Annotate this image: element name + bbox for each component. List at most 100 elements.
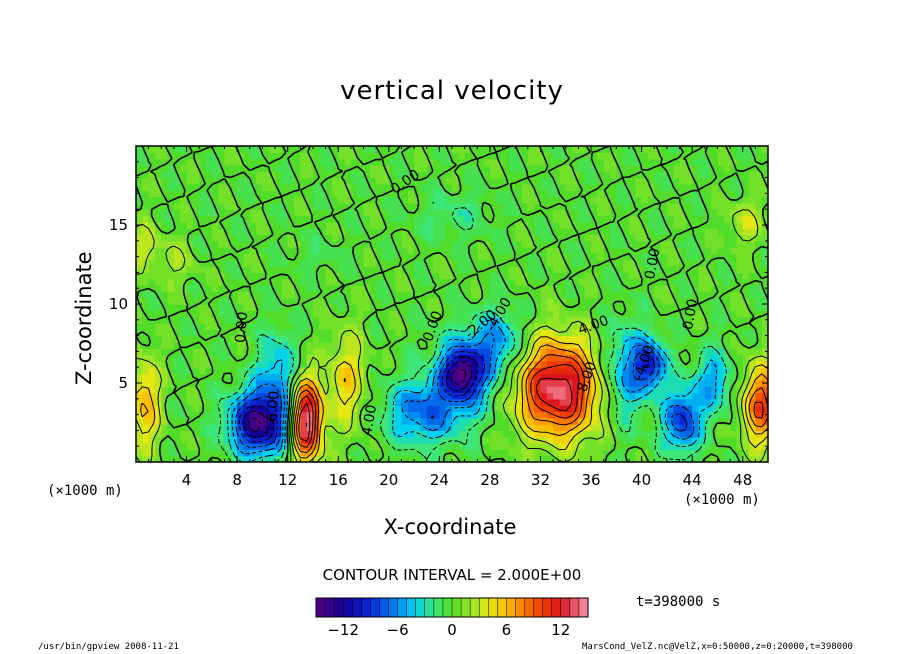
heatmap-cell [445,253,453,261]
heatmap-cell [717,304,725,311]
heatmap-cell [761,424,768,431]
heatmap-cell [489,285,497,292]
heatmap-cell [534,354,542,362]
heatmap-cell [249,341,257,349]
heatmap-cell [154,405,162,413]
heatmap-cell [749,171,756,179]
heatmap-cell [294,253,301,261]
heatmap-cell [679,158,687,166]
heatmap-cell [508,209,516,217]
heatmap-cell [426,424,434,431]
heatmap-cell [711,146,719,153]
heatmap-cell [508,398,516,406]
heatmap-cell [338,379,346,387]
heatmap-cell [584,177,592,185]
heatmap-cell [338,411,346,419]
heatmap-cell [660,341,668,349]
heatmap-cell [281,354,289,362]
heatmap-cell [698,215,706,223]
heatmap-cell [635,171,643,179]
heatmap-cell [654,171,662,179]
heatmap-cell [464,209,472,217]
heatmap-cell [616,341,624,349]
heatmap-cell [180,443,188,450]
heatmap-cell [546,215,554,223]
heatmap-cell [420,392,428,400]
heatmap-cell [673,221,681,229]
heatmap-cell [749,335,756,343]
heatmap-cell [445,152,453,160]
heatmap-cell [470,430,478,438]
heatmap-cell [496,240,504,248]
heatmap-cell [167,335,175,343]
heatmap-cell [660,152,668,160]
heatmap-cell [736,373,744,381]
heatmap-cell [610,379,617,387]
heatmap-cell [515,398,523,406]
heatmap-cell [559,430,567,438]
heatmap-cell [243,247,251,255]
heatmap-cell [433,449,440,457]
heatmap-cell [338,240,346,248]
heatmap-cell [464,360,472,368]
heatmap-cell [331,436,339,444]
heatmap-cell [711,304,719,311]
heatmap-cell [647,259,655,267]
heatmap-cell [205,152,213,160]
heatmap-cell [540,234,548,242]
heatmap-cell [319,266,327,273]
heatmap-cell [736,430,744,438]
heatmap-cell [565,190,573,198]
heatmap-cell [312,373,320,381]
heatmap-cell [275,209,282,217]
heatmap-cell [717,417,725,425]
heatmap-cell [540,146,548,153]
heatmap-cell [186,171,194,179]
heatmap-cell [736,348,744,356]
heatmap-cell [237,221,245,229]
heatmap-cell [470,335,478,343]
heatmap-cell [749,297,756,305]
heatmap-cell [161,449,169,457]
heatmap-cell [496,297,504,305]
heatmap-cell [344,386,352,394]
heatmap-cell [591,146,598,153]
heatmap-cell [635,291,643,299]
heatmap-cell [641,291,649,299]
heatmap-cell [692,379,700,387]
heatmap-cell [666,278,674,286]
heatmap-cell [344,209,352,217]
heatmap-cell [755,190,763,198]
heatmap-cell [527,202,535,210]
heatmap-cell [508,152,516,160]
heatmap-cell [395,430,403,438]
heatmap-cell [534,209,542,217]
heatmap-cell [477,196,485,204]
heatmap-cell [584,367,592,375]
heatmap-cell [211,379,219,387]
heatmap-cell [578,310,586,318]
heatmap-cell [610,272,617,280]
heatmap-cell [268,304,276,311]
heatmap-cell [603,424,611,431]
heatmap-cell [382,177,390,185]
heatmap-cell [173,379,181,387]
heatmap-cell [534,449,542,457]
heatmap-cell [256,398,263,406]
heatmap-cell [426,430,434,438]
heatmap-cell [426,411,434,419]
heatmap-cell [736,398,744,406]
heatmap-cell [489,171,497,179]
heatmap-cell [363,335,371,343]
heatmap-cell [521,259,529,267]
heatmap-cell [420,449,428,457]
heatmap-cell [142,202,150,210]
heatmap-cell [679,266,687,273]
heatmap-cell [749,183,756,191]
heatmap-cell [148,285,156,292]
heatmap-cell [249,354,257,362]
heatmap-cell [761,158,768,166]
heatmap-cell [704,373,712,381]
heatmap-cell [711,329,719,337]
heatmap-cell [591,304,598,311]
